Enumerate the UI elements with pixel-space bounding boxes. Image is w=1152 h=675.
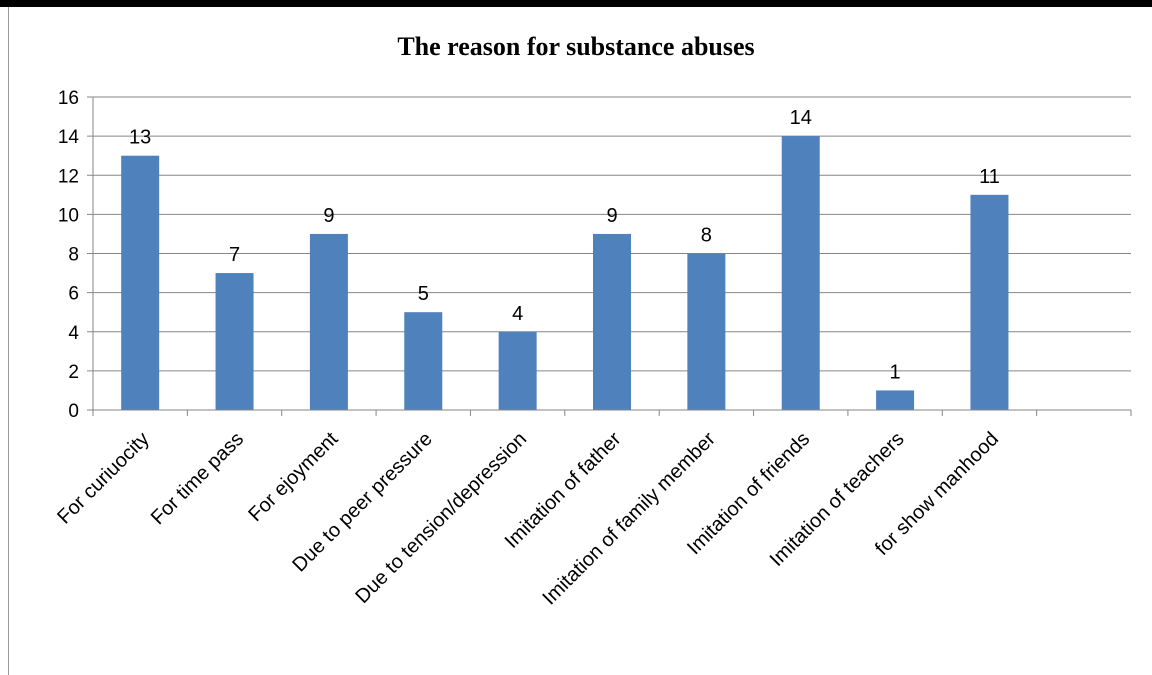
bar xyxy=(498,331,537,410)
bar xyxy=(309,233,348,410)
x-tick-label: For time pass xyxy=(147,428,248,529)
y-tick-label: 16 xyxy=(58,88,79,109)
x-tick-label: For ejoyment xyxy=(244,428,342,526)
bar xyxy=(404,312,443,410)
y-tick-label: 6 xyxy=(68,284,79,305)
y-tick-label: 2 xyxy=(68,362,79,383)
bar xyxy=(970,194,1009,410)
y-axis: 0 2 4 6 8 10 12 14 16 xyxy=(58,88,94,422)
data-label: 5 xyxy=(418,283,429,305)
data-label: 14 xyxy=(790,107,812,129)
x-tick-label: Imitation of family member xyxy=(539,428,721,610)
y-tick-label: 8 xyxy=(68,245,79,266)
bar xyxy=(593,233,631,410)
page-top-border xyxy=(0,0,1152,7)
y-tick-label: 12 xyxy=(58,166,79,187)
bar xyxy=(215,273,254,410)
y-tick-label: 4 xyxy=(68,323,79,344)
data-label: 7 xyxy=(229,244,240,266)
chart-title: The reason for substance abuses xyxy=(397,32,755,61)
data-label: 8 xyxy=(701,225,712,247)
bar xyxy=(781,136,820,410)
x-tick-label: Due to tension/depression xyxy=(351,428,531,608)
y-tick-label: 10 xyxy=(58,205,79,226)
data-label: 11 xyxy=(979,166,1000,188)
bars xyxy=(121,136,1009,410)
page-left-border xyxy=(8,7,9,675)
bar xyxy=(876,390,915,410)
data-label: 13 xyxy=(129,127,151,149)
x-tick-label: For curiuocity xyxy=(53,428,153,528)
bar xyxy=(687,253,726,410)
data-label: 9 xyxy=(606,205,617,227)
data-label: 4 xyxy=(512,303,523,325)
bar xyxy=(121,155,160,410)
data-label: 9 xyxy=(323,205,334,227)
y-tick-label: 0 xyxy=(68,401,79,422)
data-label: 1 xyxy=(890,361,901,383)
y-tick-label: 14 xyxy=(58,127,80,148)
